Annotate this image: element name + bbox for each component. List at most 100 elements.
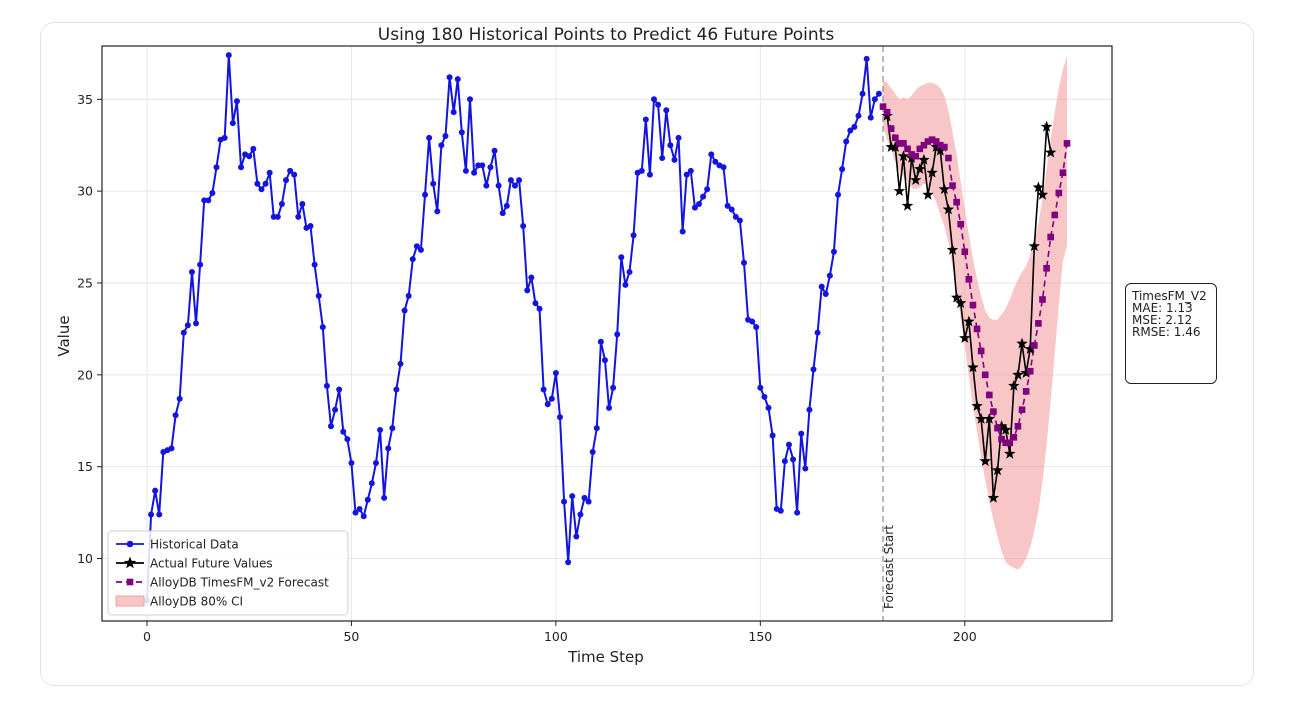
series-0-point [593,425,600,432]
series-0-point [708,151,715,158]
legend-label-3: AlloyDB 80% CI [150,595,243,609]
series-0-point [622,281,629,288]
series-0-point [757,384,764,391]
series-0-point [839,166,846,173]
series-1-point [893,185,906,196]
series-2-point [908,151,915,158]
series-markers-layer [143,52,1071,604]
series-2-point [957,220,965,228]
series-0-point [806,406,813,413]
series-1-point [991,464,1004,476]
series-0-point [209,189,216,196]
series-1-point [901,199,914,211]
series-0-point [344,436,351,443]
series-2-point [896,140,903,147]
series-2-point [953,198,960,206]
series-0-point [426,134,433,141]
series-0-point [691,204,698,211]
series-2-point [1055,189,1063,197]
series-0-point [229,120,236,127]
series-0-point [491,147,498,154]
metrics-mae: MAE: 1.13 [1132,301,1193,315]
series-0-point [323,382,330,389]
series-2-point [928,136,936,143]
series-0-point [851,123,858,130]
series-1-point [971,400,983,411]
series-0-point [826,272,833,279]
series-0-point [740,259,747,266]
series-2-point [887,125,895,132]
series-0-point [233,98,240,105]
y-tick-label: 15 [77,459,93,474]
legend-label-1: Actual Future Values [150,557,273,571]
confidence-band-layer [883,55,1067,570]
grid [102,46,1112,621]
x-tick-label: 0 [143,629,151,644]
series-1-point [938,183,951,195]
series-0-point [524,287,531,294]
series-2-point [1039,296,1046,303]
series-1-point [1024,343,1036,354]
series-0-point [520,223,527,230]
series-1-point [934,144,946,156]
series-1-point [926,166,938,178]
series-0-point [606,404,613,411]
series-1-point [955,297,967,308]
series-0-point [430,180,437,187]
series-0-point [818,283,825,290]
series-0-point [863,55,870,62]
series-0-point [348,460,355,467]
series-0-point [479,162,486,169]
series-0-point [683,171,690,178]
series-0-point [569,493,576,500]
x-axis-label: Time Step [567,648,644,666]
series-0-point [528,274,535,281]
series-2-point [932,138,940,145]
series-0-point [266,169,273,176]
series-0-point [847,127,854,134]
series-0-point [769,432,776,439]
legend: Historical Data Actual Future Values Alloy… [107,530,349,616]
series-0-point [287,167,294,174]
x-tick-label: 100 [544,629,568,644]
series-2-point [977,347,985,355]
series-0-point [810,366,817,373]
series-0-point [193,320,200,327]
series-0-point [405,292,412,299]
series-2-point [924,138,932,145]
series-0-point [855,112,862,119]
series-0-point [213,164,220,171]
series-0-point [835,191,842,198]
series-2-point [879,103,887,110]
series-2-point [883,108,891,116]
series-2-point [1006,439,1014,447]
legend-frame [107,530,349,616]
series-2-point [1051,211,1059,219]
series-0-point [180,329,187,336]
series-1-point [942,203,955,215]
series-0-point [458,129,465,136]
series-2-point [941,143,948,151]
series-0-point [454,76,461,83]
series-1-point [946,243,959,255]
series-1-point [987,491,1000,503]
series-0-point [675,134,682,141]
series-0-point [610,384,617,391]
x-tick-label: 50 [343,629,359,644]
series-1-point [1012,368,1024,380]
series-1-point [1000,423,1012,435]
series-2-point [1063,140,1071,147]
series-0-point [552,369,559,376]
series-1-point [1032,181,1045,193]
series-0-point [700,193,707,200]
series-0-point [659,155,666,162]
series-0-point [409,256,416,263]
legend-marker-1 [123,556,137,569]
series-0-point [503,202,510,209]
series-0-point [250,145,257,152]
series-0-point [434,208,441,215]
series-0-point [499,210,506,217]
series-0-point [577,511,584,518]
metrics-rmse: RMSE: 1.46 [1132,325,1201,339]
series-0-point [311,261,318,268]
